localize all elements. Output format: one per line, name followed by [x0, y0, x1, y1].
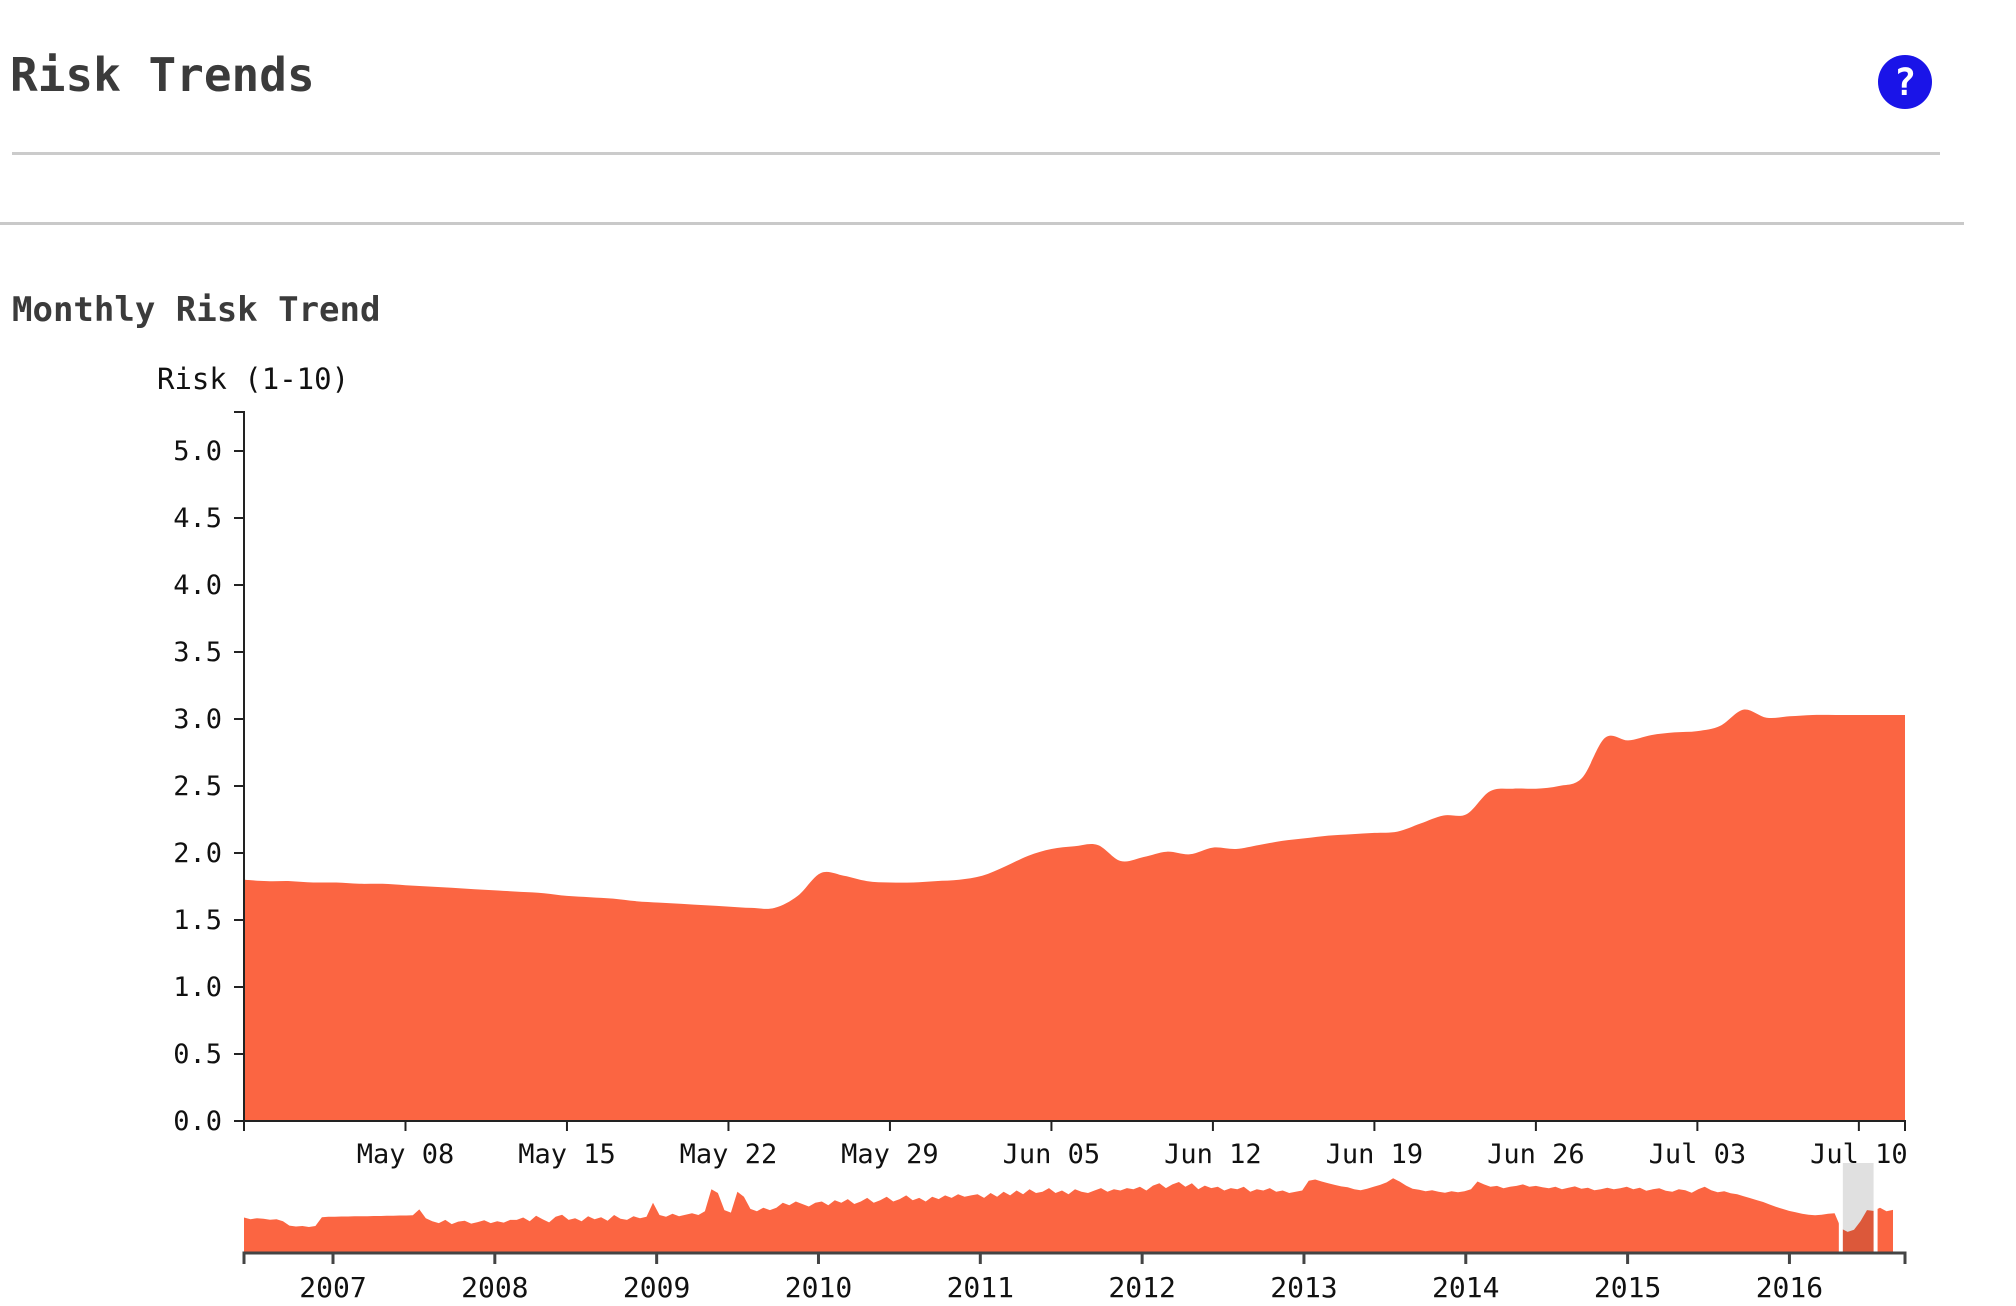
overview-tick-label: 2010 [785, 1271, 852, 1304]
page-title: Risk Trends [10, 48, 315, 102]
y-axis-domain [234, 411, 245, 1121]
overview-tick-label: 2013 [1270, 1271, 1337, 1304]
overview-tick-label: 2009 [623, 1271, 690, 1304]
x-tick-label: Jul 03 [1649, 1139, 1747, 1170]
overview-tick-label: 2007 [299, 1271, 366, 1304]
y-tick-label: 1.0 [173, 972, 222, 1003]
x-axis-domain [243, 1120, 1906, 1131]
overview-tick-label: 2016 [1756, 1271, 1823, 1304]
x-tick-label: Jun 12 [1164, 1139, 1262, 1170]
x-tick-label: Jun 26 [1487, 1139, 1585, 1170]
y-tick-label: 4.5 [173, 503, 222, 534]
header-divider [12, 152, 1940, 155]
x-axis [243, 1120, 1906, 1131]
risk-area-series [244, 709, 1905, 1121]
section-divider [0, 222, 1964, 225]
question-mark-icon: ? [1893, 60, 1917, 104]
help-button[interactable]: ? [1878, 55, 1932, 109]
overview-tick-label: 2014 [1432, 1271, 1499, 1304]
brush-handle-west[interactable] [1838, 1163, 1843, 1252]
overview-tick-label: 2015 [1594, 1271, 1661, 1304]
y-tick-label: 0.5 [173, 1039, 222, 1070]
y-tick-label: 4.0 [173, 570, 222, 601]
x-tick-label: Jun 19 [1326, 1139, 1424, 1170]
x-tick-label: May 08 [357, 1139, 455, 1170]
overview-tick-label: 2012 [1108, 1271, 1175, 1304]
x-tick-label: May 15 [518, 1139, 616, 1170]
y-tick-label: 3.5 [173, 637, 222, 668]
brush-handle-east[interactable] [1873, 1163, 1878, 1252]
x-tick-label: Jun 05 [1003, 1139, 1101, 1170]
y-tick-label: 1.5 [173, 905, 222, 936]
chart-title: Monthly Risk Trend [12, 290, 381, 330]
y-tick-label: 2.5 [173, 771, 222, 802]
x-tick-label: May 29 [841, 1139, 939, 1170]
y-tick-label: 5.0 [173, 436, 222, 467]
y-tick-label: 3.0 [173, 704, 222, 735]
overview-axis-domain [242, 1251, 1907, 1264]
y-axis-label: Risk (1-10) [157, 362, 350, 396]
x-tick-label: Jul 10 [1810, 1139, 1908, 1170]
overview-tick-label: 2011 [947, 1271, 1014, 1304]
overview-area-series [244, 1178, 1893, 1253]
brush-selection[interactable] [1842, 1163, 1874, 1253]
overview-x-axis [242, 1251, 1907, 1264]
y-tick-label: 2.0 [173, 838, 222, 869]
y-axis [234, 411, 245, 1122]
x-tick-label: May 22 [680, 1139, 778, 1170]
overview-tick-label: 2008 [461, 1271, 528, 1304]
y-tick-label: 0.0 [173, 1106, 222, 1137]
